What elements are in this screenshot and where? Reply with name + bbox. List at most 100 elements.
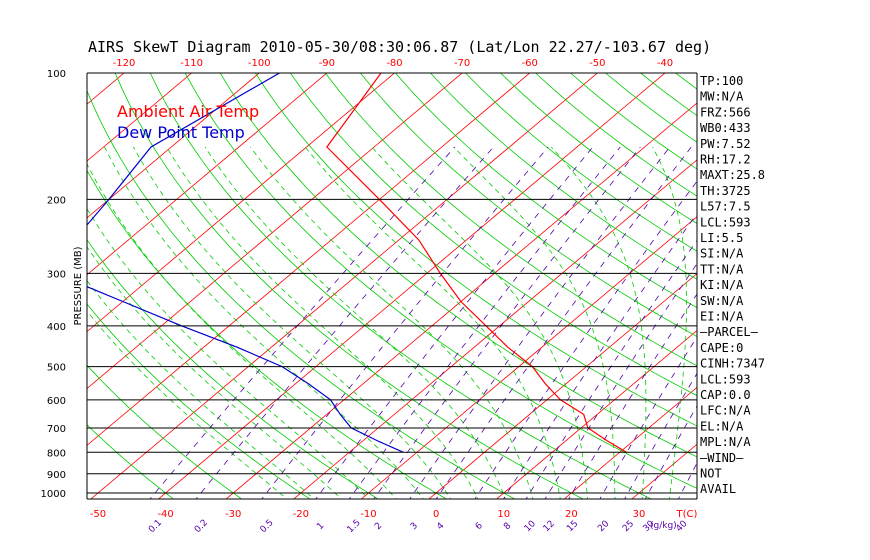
isotherm-line — [87, 73, 396, 333]
y-axis-label: PRESSURE (MB) — [73, 246, 84, 325]
index-entry: SW:N/A — [700, 294, 744, 308]
mixing-ratio-line — [568, 293, 697, 499]
dry-adiabat-line — [87, 89, 516, 499]
dry-adiabat-line — [149, 73, 653, 499]
index-entry: SI:N/A — [700, 247, 744, 261]
dry-adiabat-line — [640, 73, 697, 117]
index-entry: L57:7.5 — [700, 200, 751, 214]
index-entry: EI:N/A — [700, 310, 744, 324]
mixing-ratio-tick-label: 1 — [315, 521, 326, 532]
top-temp-tick-label: -110 — [180, 58, 203, 69]
mixing-ratio-line — [348, 146, 621, 499]
mixing-ratio-tick-label: 25 — [621, 519, 636, 534]
index-entry: KI:N/A — [700, 278, 744, 292]
moist-adiabat-line — [304, 146, 561, 499]
isotherm-line — [87, 73, 328, 276]
index-entry: PW:7.52 — [700, 137, 751, 151]
top-temp-tick-label: -90 — [319, 58, 335, 69]
dry-adiabat-line — [395, 73, 697, 309]
isotherm-line — [428, 273, 697, 499]
top-temp-tick-label: -60 — [522, 58, 538, 69]
dry-adiabat-line — [254, 73, 697, 427]
dry-adiabat-line — [87, 364, 243, 499]
isotherm-line — [293, 159, 697, 499]
legend: Ambient Air Temp Dew Point Temp — [117, 102, 259, 142]
legend-dew-point-temp: Dew Point Temp — [117, 123, 245, 142]
top-temp-tick-label: -70 — [454, 58, 470, 69]
isotherm-line — [87, 73, 531, 446]
index-entry: CAPE:0 — [700, 341, 743, 355]
moist-adiabat-line — [87, 208, 370, 499]
ambient-air-temp-line — [326, 73, 627, 453]
top-temp-tick-label: -120 — [113, 58, 136, 69]
index-entry: LI:5.5 — [700, 231, 743, 245]
mixing-ratio-tick-label: 12 — [542, 519, 557, 534]
mixing-ratio-tick-label: 0.2 — [193, 518, 210, 535]
mixing-ratio-tick-label: 8 — [502, 521, 513, 532]
dry-adiabat-line — [289, 73, 697, 397]
top-temp-tick-label: -40 — [657, 58, 673, 69]
bottom-temp-tick-label: -50 — [90, 509, 106, 520]
index-entry: MAXT:25.8 — [700, 168, 765, 182]
dry-adiabat-line — [430, 73, 697, 280]
mixing-ratio-tick-label: 0.5 — [258, 518, 275, 535]
pressure-tick-label: 200 — [47, 195, 66, 206]
mixing-ratio-tick-label: 40 — [674, 519, 689, 534]
mixing-ratio-tick-label: 10 — [523, 519, 538, 534]
index-entry: TH:3725 — [700, 184, 751, 198]
dry-adiabat-line — [500, 73, 697, 225]
isotherm-line — [87, 73, 463, 390]
dry-adiabat-line — [87, 303, 311, 499]
isotherm-line — [360, 216, 697, 499]
bottom-temp-tick-label: -40 — [157, 509, 173, 520]
index-entry: TT:N/A — [700, 262, 744, 276]
dew-point-temp-line — [87, 73, 404, 453]
index-entry: RH:17.2 — [700, 153, 751, 167]
chart-title: AIRS SkewT Diagram 2010-05-30/08:30:06.8… — [88, 38, 711, 56]
dry-adiabat-line — [746, 73, 870, 502]
dry-adiabat-line — [87, 424, 175, 499]
pressure-tick-label: 400 — [47, 322, 66, 333]
isotherm-line — [87, 73, 193, 162]
isotherm-line — [831, 64, 870, 502]
bottom-temp-tick-label: -20 — [293, 509, 309, 520]
isotherm-line — [87, 73, 260, 219]
dry-adiabat-line — [359, 73, 697, 338]
moist-adiabat-line — [204, 146, 506, 499]
bottom-temp-tick-label: 30 — [633, 509, 646, 520]
index-entry: AVAIL — [700, 482, 736, 496]
isotherm-line — [90, 73, 598, 499]
dry-adiabat-line — [184, 73, 697, 489]
index-entry: MW:N/A — [700, 90, 744, 104]
index-entry: TP:100 — [700, 74, 743, 88]
dry-adiabat-line — [87, 169, 448, 499]
top-temp-tick-label: -50 — [589, 58, 605, 69]
isotherm-line — [495, 329, 697, 499]
mixing-ratio-tick-label: 0.1 — [147, 518, 164, 535]
isotherm-line — [0, 64, 67, 502]
index-entry: —WIND— — [700, 451, 744, 465]
dry-adiabat-line — [324, 73, 697, 367]
index-entry: FRZ:566 — [700, 105, 751, 119]
bottom-temp-tick-label: -30 — [225, 509, 241, 520]
index-entry: LCL:593 — [700, 215, 751, 229]
pressure-tick-label: 900 — [47, 470, 66, 481]
series-layer — [87, 73, 627, 453]
pressure-tick-label: 700 — [47, 424, 66, 435]
index-entry: CINH:7347 — [700, 357, 765, 371]
isotherm-line — [157, 73, 666, 499]
isotherm-line — [87, 73, 125, 105]
dry-adiabat-line — [114, 73, 584, 499]
index-entry: MPL:N/A — [700, 435, 751, 449]
index-entry: NOT — [700, 467, 722, 481]
index-entry: EL:N/A — [700, 419, 744, 433]
mixing-ratio-tick-label: 3 — [409, 521, 420, 532]
dry-adiabat-line — [465, 73, 697, 252]
bottom-temp-tick-label: -10 — [360, 509, 376, 520]
mixing-ratio-tick-label: 6 — [474, 521, 485, 532]
legend-ambient-air-temp: Ambient Air Temp — [117, 102, 259, 121]
mixing-ratio-tick-label: 15 — [565, 519, 580, 534]
pressure-tick-label: 800 — [47, 448, 66, 459]
